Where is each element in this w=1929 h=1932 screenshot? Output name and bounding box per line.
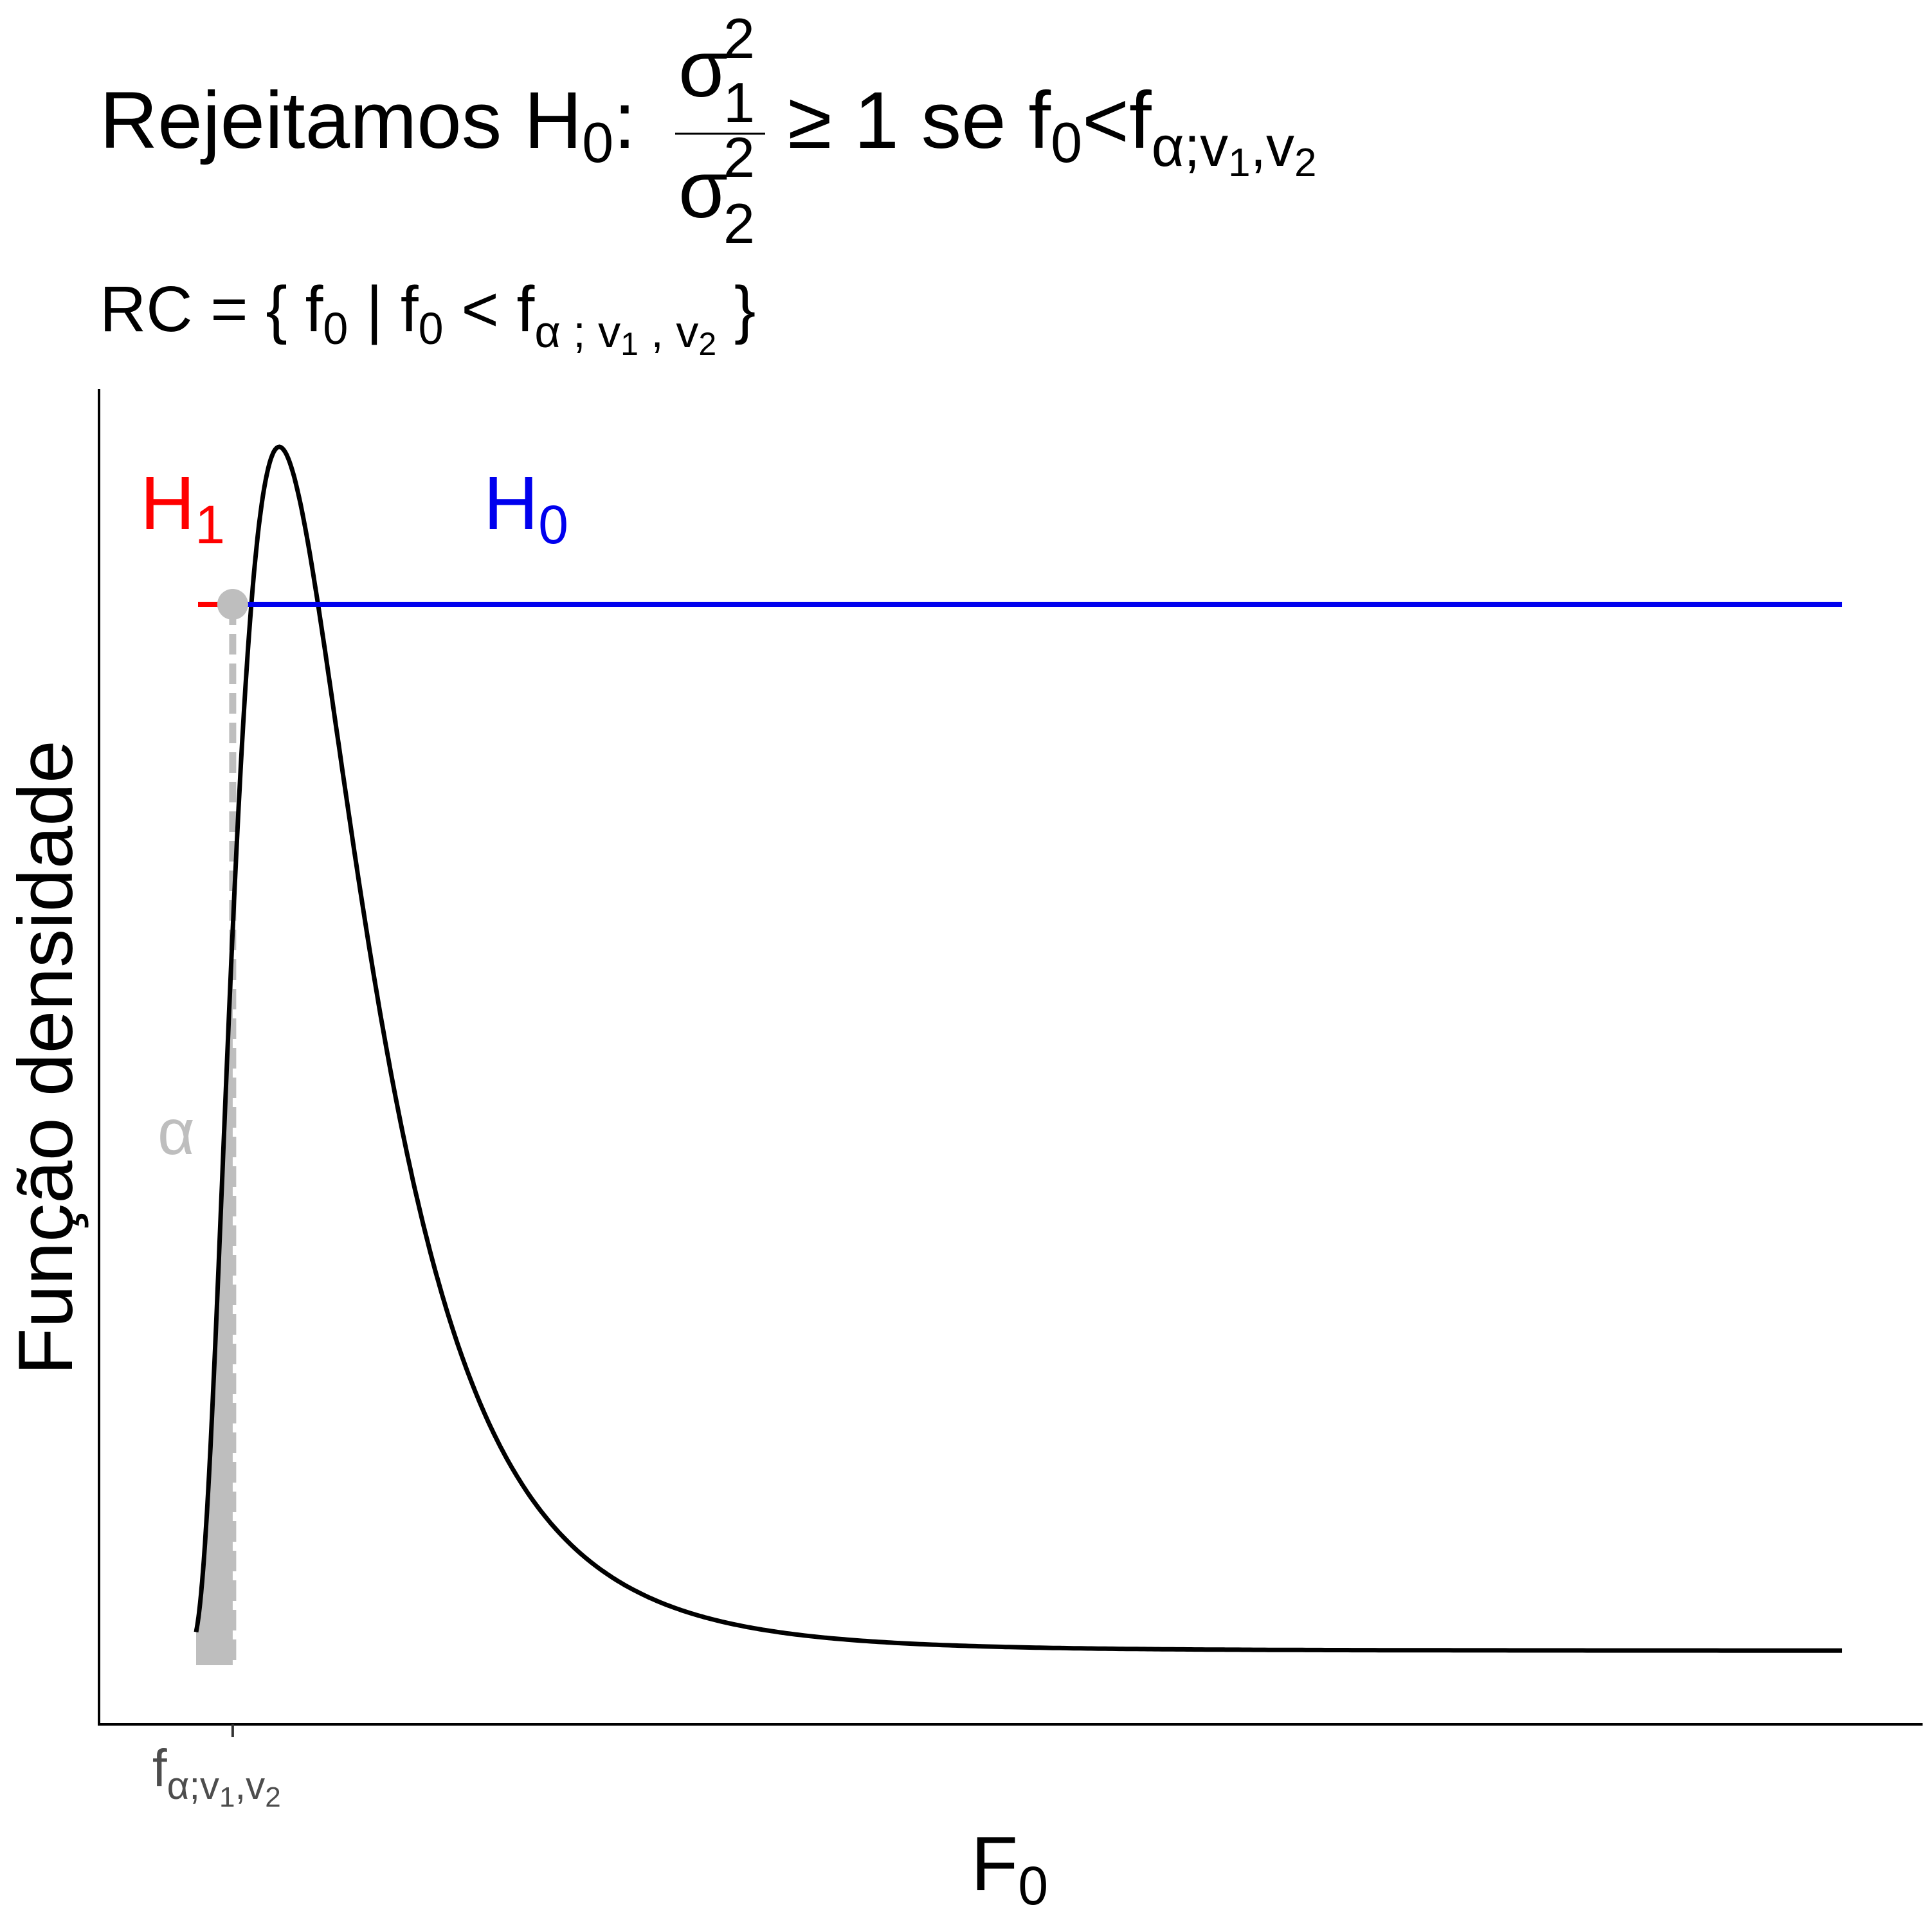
xtick-sub2: 2 <box>265 1782 280 1813</box>
alpha-shaded-region <box>196 930 233 1665</box>
subtitle-rc-sub0: 0 <box>323 303 348 354</box>
title-rest: ≥ 1 se f <box>788 76 1051 165</box>
subtitle-rc-sub2: 2 <box>698 326 716 362</box>
h0-label-sub: 0 <box>538 494 568 555</box>
subtitle-rc-sub1: 1 <box>620 326 638 362</box>
title-colon: : <box>613 76 636 165</box>
title-numerator-sup: 2 <box>723 6 755 70</box>
density-curve <box>194 444 1842 1653</box>
xtick-sub1: 1 <box>219 1782 235 1813</box>
h1-label-sub: 1 <box>195 494 225 555</box>
subtitle-rc-lt: < f <box>444 273 535 345</box>
title-crit-sub2: 2 <box>1294 141 1316 185</box>
h1-label: H1 <box>140 461 225 555</box>
title-denominator-sigma: σ <box>678 145 728 235</box>
title-crit-alpha: α;v <box>1152 114 1228 178</box>
subtitle-rc-sub0b: 0 <box>419 303 444 354</box>
title-lead: Rejeitamos H <box>100 76 582 165</box>
svg-text:≥ 1 se f0<fα;v1,v2: ≥ 1 se f0<fα;v1,v2 <box>788 76 1317 185</box>
h1-label-text: H <box>140 461 195 546</box>
chart-title: Rejeitamos H0: σ 2 1 σ 2 2 ≥ 1 se f0<fα;… <box>100 6 1317 255</box>
subtitle-rc-comma: , v <box>638 307 698 357</box>
x-axis-tick-label: fα;v1,v2 <box>152 1739 281 1813</box>
title-rest-sub: 0 <box>1051 111 1082 174</box>
svg-text:Rejeitamos H0:: Rejeitamos H0: <box>100 76 636 174</box>
xtick-alpha: α;v <box>167 1764 219 1807</box>
critical-value-point <box>217 589 248 620</box>
subtitle-rc-bar: | f <box>348 273 419 345</box>
title-crit-sub1: 1 <box>1228 141 1250 185</box>
title-numerator-sub: 1 <box>723 71 755 134</box>
svg-text:σ: σ <box>678 145 728 235</box>
xtick-comma: ,v <box>235 1764 266 1807</box>
subtitle-rc-close: } <box>716 273 756 345</box>
y-axis-label: Função densidade <box>3 740 89 1375</box>
title-lead-sub: 0 <box>582 111 613 174</box>
h0-label-text: H <box>484 461 538 546</box>
title-crit-comma: ,v <box>1251 114 1294 178</box>
title-denominator-sub: 2 <box>723 192 755 255</box>
title-numerator-sigma: σ <box>678 24 728 114</box>
x-axis-label: F0 <box>971 1821 1048 1916</box>
alpha-label: α <box>158 1096 195 1168</box>
subtitle-rc-open: RC = { f <box>100 273 323 345</box>
subtitle-rc-alpha: α ; v <box>534 307 620 357</box>
title-rest-lt: <f <box>1082 76 1152 165</box>
chart-subtitle: RC = { f0 | f0 < fα ; v1 , v2 } <box>100 273 756 362</box>
title-denominator-sup: 2 <box>723 125 755 189</box>
h0-label: H0 <box>484 461 568 555</box>
xtick-f: f <box>152 1739 167 1798</box>
svg-text:σ: σ <box>678 24 728 114</box>
x-axis-label-main: F <box>971 1821 1018 1907</box>
x-axis-label-sub: 0 <box>1018 1855 1048 1916</box>
